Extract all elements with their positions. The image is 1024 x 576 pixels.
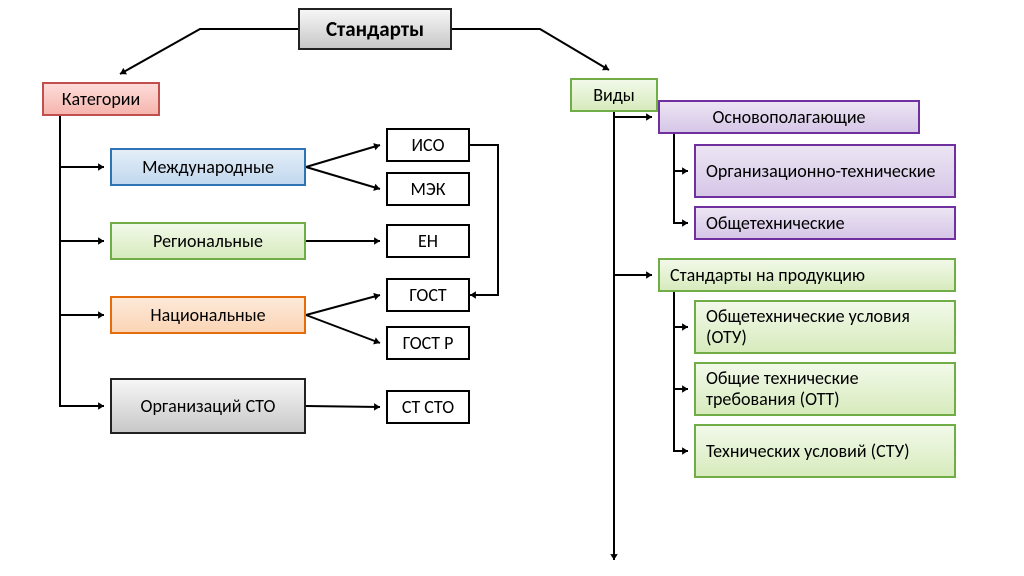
box-otu: Общетехнические условия (ОТУ) bbox=[694, 300, 956, 354]
box-fundamental: Основополагающие bbox=[658, 100, 920, 134]
box-international: Международные bbox=[110, 148, 306, 186]
box-iso: ИСО bbox=[386, 128, 470, 162]
box-gostr: ГОСТ Р bbox=[386, 326, 470, 360]
box-gost: ГОСТ bbox=[386, 278, 470, 312]
box-stu: Технических условий (СТУ) bbox=[694, 424, 956, 478]
box-ststo: СТ СТО bbox=[386, 390, 470, 424]
box-org_sto: Организаций СТО bbox=[110, 378, 306, 434]
box-national: Национальные bbox=[110, 296, 306, 334]
box-categories: Категории bbox=[42, 82, 160, 116]
box-regional: Региональные bbox=[110, 222, 306, 260]
box-gen_tech: Общетехнические bbox=[694, 206, 956, 240]
box-ott: Общие технические требования (ОТТ) bbox=[694, 362, 956, 416]
box-mek: МЭК bbox=[386, 172, 470, 206]
box-root: Стандарты bbox=[298, 8, 452, 50]
box-std_products: Стандарты на продукцию bbox=[658, 258, 956, 292]
box-org_tech: Организационно-технические bbox=[694, 144, 956, 198]
box-types: Виды bbox=[570, 78, 658, 112]
box-en: ЕН bbox=[386, 224, 470, 258]
